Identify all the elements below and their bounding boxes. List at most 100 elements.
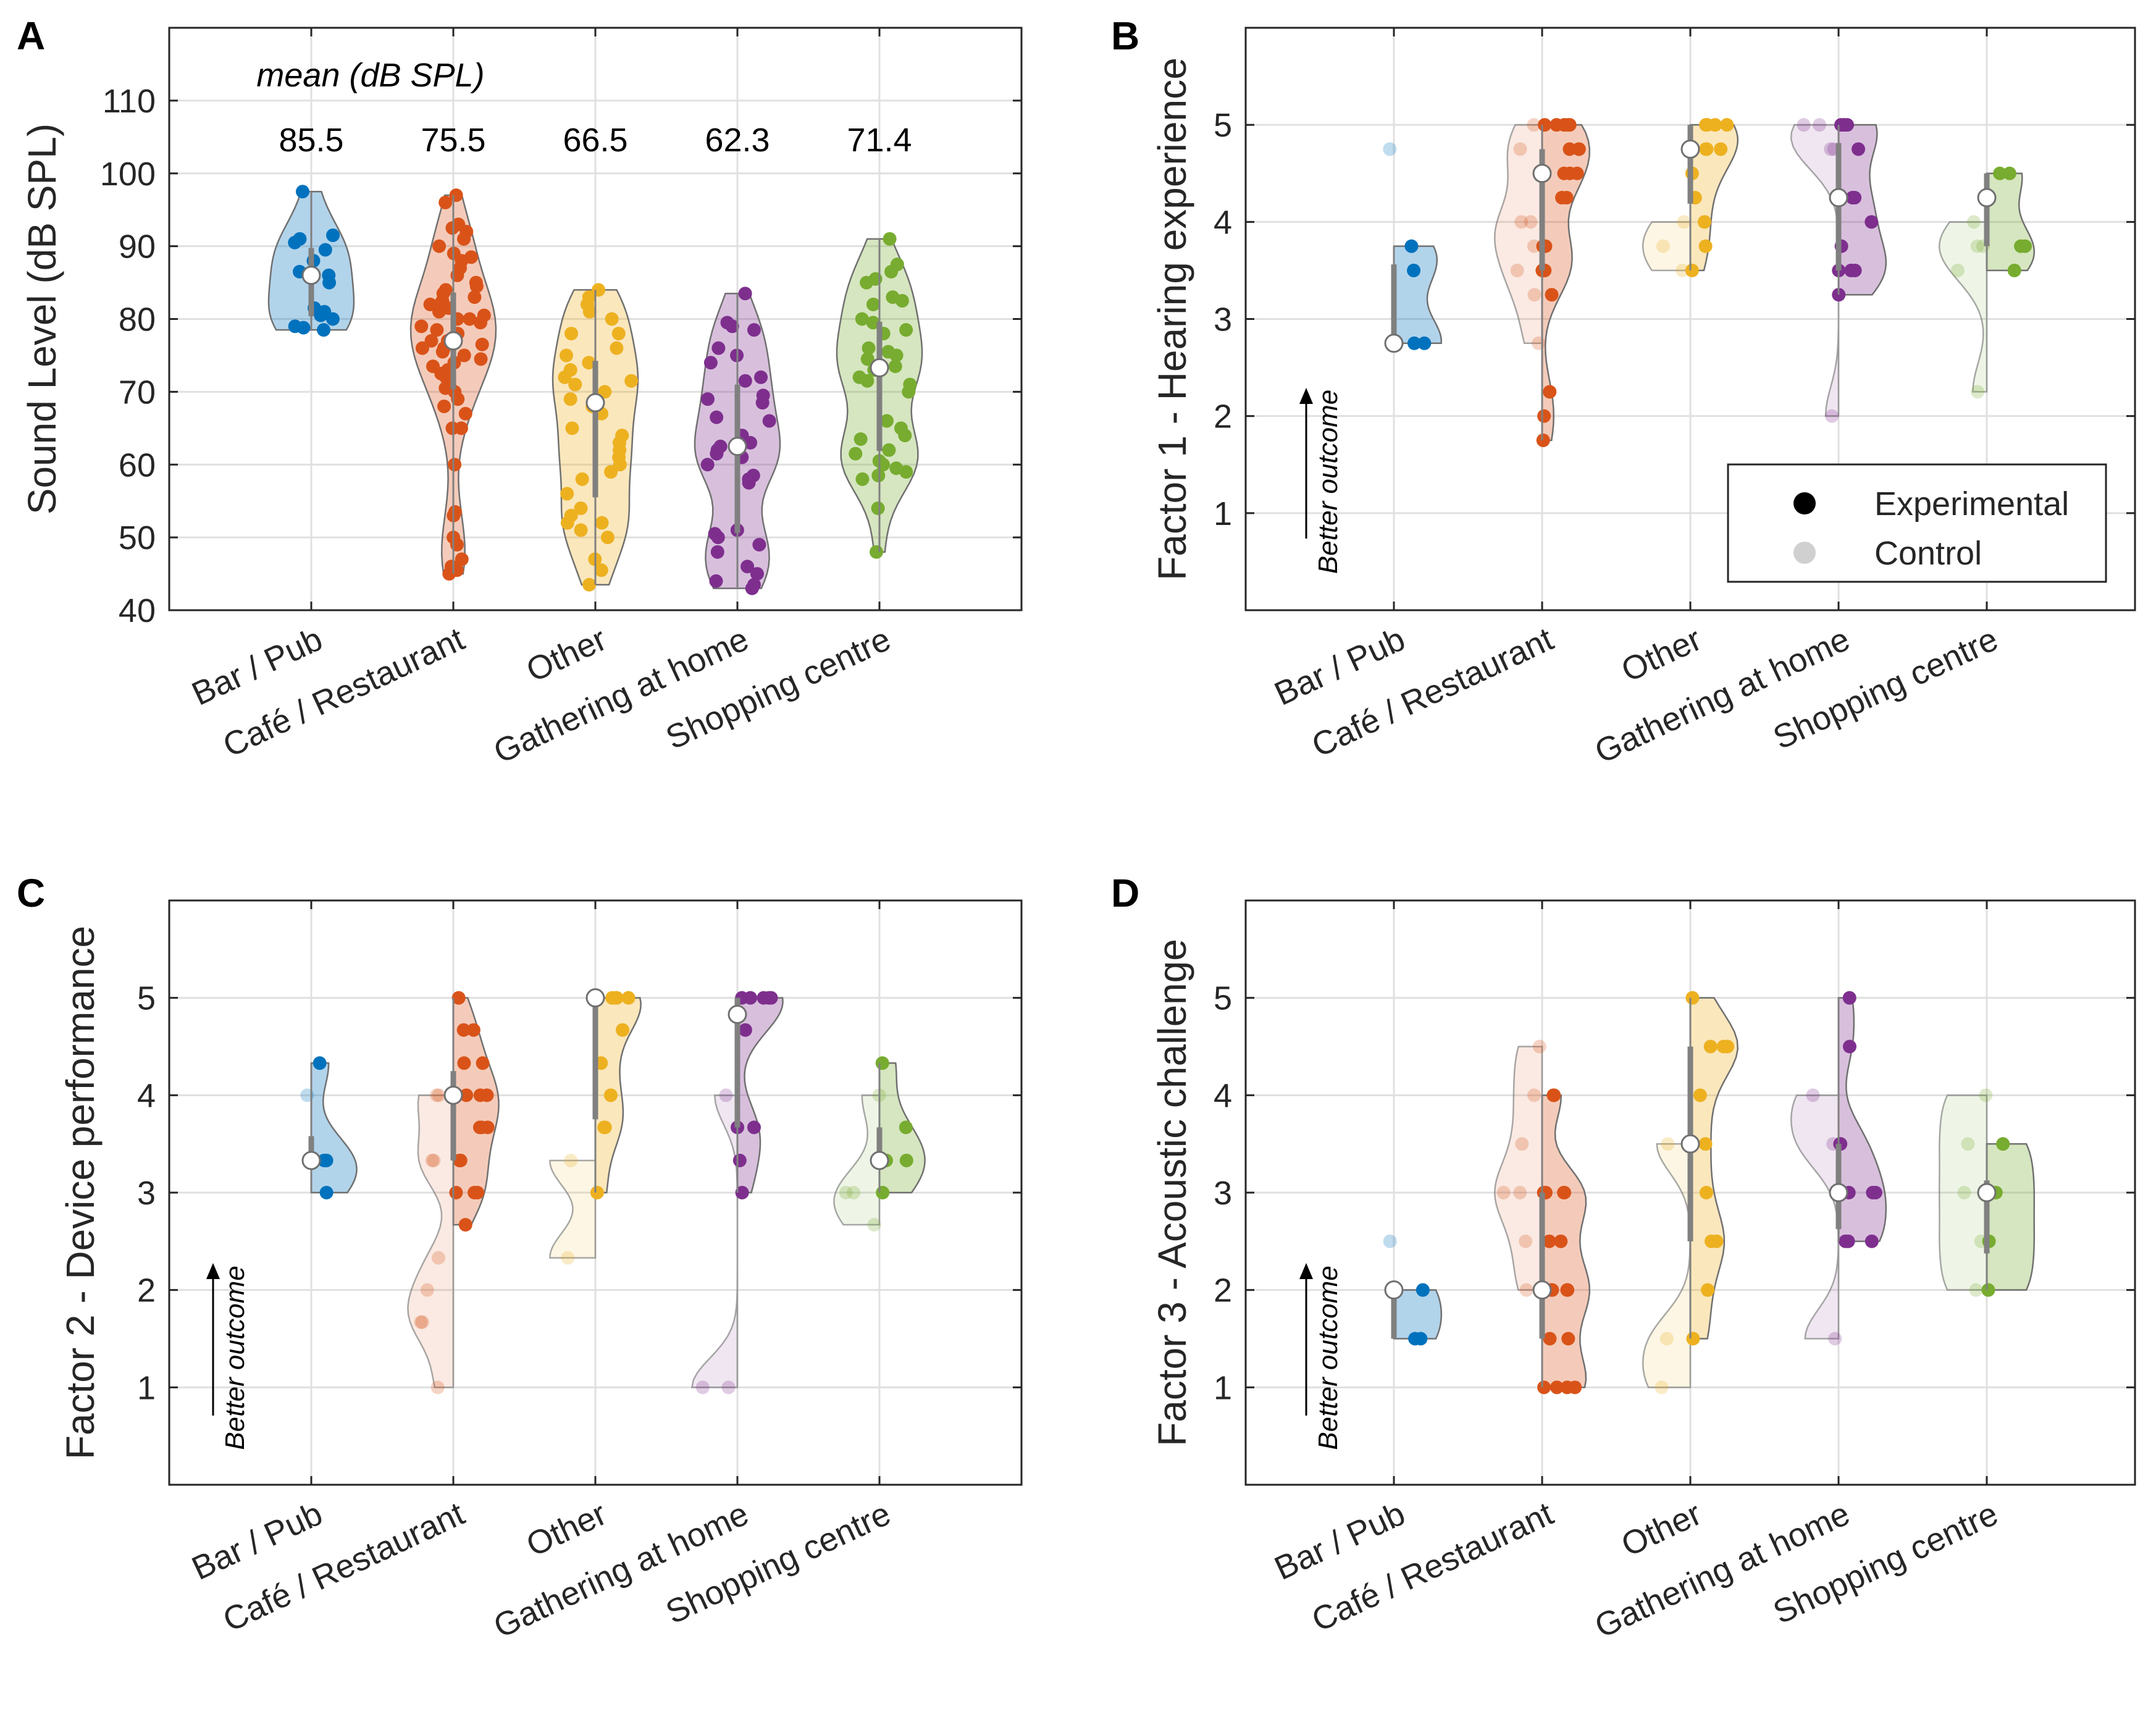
data-point-experimental (451, 991, 466, 1005)
median-marker (870, 1151, 889, 1170)
data-point-all (314, 308, 328, 322)
data-point-experimental (1699, 1186, 1713, 1199)
y-tick-label: 4 (1214, 1077, 1232, 1114)
violin-group (267, 185, 355, 337)
data-point-all (870, 545, 884, 559)
data-point-all (560, 487, 574, 501)
data-point-experimental (1700, 142, 1714, 156)
data-point-experimental (1842, 1039, 1856, 1054)
data-point-all (575, 472, 589, 486)
data-point-all (604, 465, 618, 479)
data-point-experimental (1685, 991, 1700, 1005)
data-point-all (882, 443, 896, 457)
median-marker (728, 437, 747, 456)
data-point-all (742, 476, 756, 490)
data-point-experimental (1416, 1283, 1430, 1297)
data-point-experimental (2018, 239, 2032, 253)
x-category-label: Café / Restaurant (217, 620, 470, 764)
violin-group (690, 991, 784, 1395)
better-outcome-label: Better outcome (220, 1265, 250, 1450)
y-tick-label: 5 (137, 980, 156, 1017)
data-point-control (1532, 1039, 1546, 1054)
data-point-control (1979, 1088, 1993, 1102)
data-point-control (1519, 1234, 1533, 1248)
violin-group (1938, 1088, 2036, 1297)
data-point-experimental (456, 1023, 471, 1037)
y-tick-label: 5 (1214, 107, 1232, 144)
data-point-experimental (1686, 1332, 1700, 1346)
data-point-control (1515, 1137, 1529, 1151)
y-tick-label: 60 (119, 447, 156, 484)
data-point-all (871, 501, 885, 515)
data-point-control (1524, 215, 1538, 229)
data-point-experimental (1866, 1186, 1880, 1199)
median-marker (1384, 1280, 1404, 1300)
violin-group (1493, 118, 1591, 447)
data-point-experimental (1543, 385, 1557, 399)
data-point-all (568, 377, 582, 392)
y-tick-label: 1 (1214, 1369, 1232, 1406)
data-point-experimental (2007, 263, 2021, 277)
data-point-experimental (1543, 1332, 1557, 1346)
data-point-all (700, 392, 715, 406)
mean-value: 71.4 (847, 122, 912, 159)
data-point-all (448, 458, 462, 472)
data-point-control (432, 1088, 446, 1102)
violin-group (1642, 118, 1739, 277)
data-point-experimental (1842, 991, 1856, 1005)
y-tick-label: 80 (119, 301, 156, 338)
y-tick-label: 3 (1214, 1175, 1232, 1212)
violin-control (1938, 221, 1988, 393)
y-tick-label: 4 (137, 1077, 156, 1114)
violin-group (1493, 1039, 1591, 1395)
data-point-control (1806, 1088, 1820, 1102)
data-point-experimental (747, 1120, 761, 1135)
data-point-all (317, 323, 331, 337)
y-tick-label: 110 (103, 83, 156, 120)
data-point-experimental (738, 1023, 752, 1037)
data-point-all (855, 312, 869, 326)
mean-header: mean (dB SPL) (256, 57, 484, 94)
data-point-control (420, 1283, 434, 1297)
data-point-all (605, 312, 619, 326)
median-marker (585, 988, 605, 1008)
y-tick-label: 1 (137, 1369, 156, 1406)
data-point-experimental (616, 1023, 630, 1037)
legend-marker-control (1793, 542, 1816, 564)
data-point-experimental (1698, 1137, 1713, 1151)
x-category-label: Gathering at home (488, 1495, 754, 1645)
data-point-all (582, 577, 597, 592)
violin-group (1383, 1234, 1443, 1346)
axes-box (1244, 27, 2136, 611)
mean-value: 85.5 (279, 122, 343, 159)
y-tick-label: 40 (119, 592, 156, 629)
data-point-all (879, 414, 894, 428)
data-point-all (594, 563, 608, 577)
data-point-experimental (1547, 1088, 1561, 1102)
data-point-control (1655, 1380, 1669, 1395)
data-point-experimental (764, 991, 778, 1005)
data-point-all (435, 345, 450, 359)
data-point-all (744, 435, 758, 450)
data-point-all (700, 458, 715, 472)
data-point-all (468, 290, 482, 304)
data-point-control (430, 1088, 444, 1102)
data-point-all (624, 374, 639, 388)
data-point-all (474, 352, 488, 366)
mean-value: 75.5 (421, 122, 485, 159)
data-point-control (415, 1315, 429, 1329)
data-point-control (561, 1251, 575, 1265)
data-point-all (451, 392, 465, 406)
x-category-label: Gathering at home (488, 620, 754, 770)
violin-group (1383, 142, 1443, 353)
mean-value: 66.5 (563, 122, 627, 159)
data-point-all (565, 421, 579, 435)
data-point-all (862, 341, 876, 355)
data-point-experimental (312, 1056, 327, 1070)
data-point-experimental (1558, 1186, 1572, 1199)
data-point-experimental (1560, 1380, 1574, 1395)
violin-group (833, 1056, 926, 1232)
data-point-control (1969, 1283, 1983, 1297)
data-point-all (558, 370, 572, 384)
